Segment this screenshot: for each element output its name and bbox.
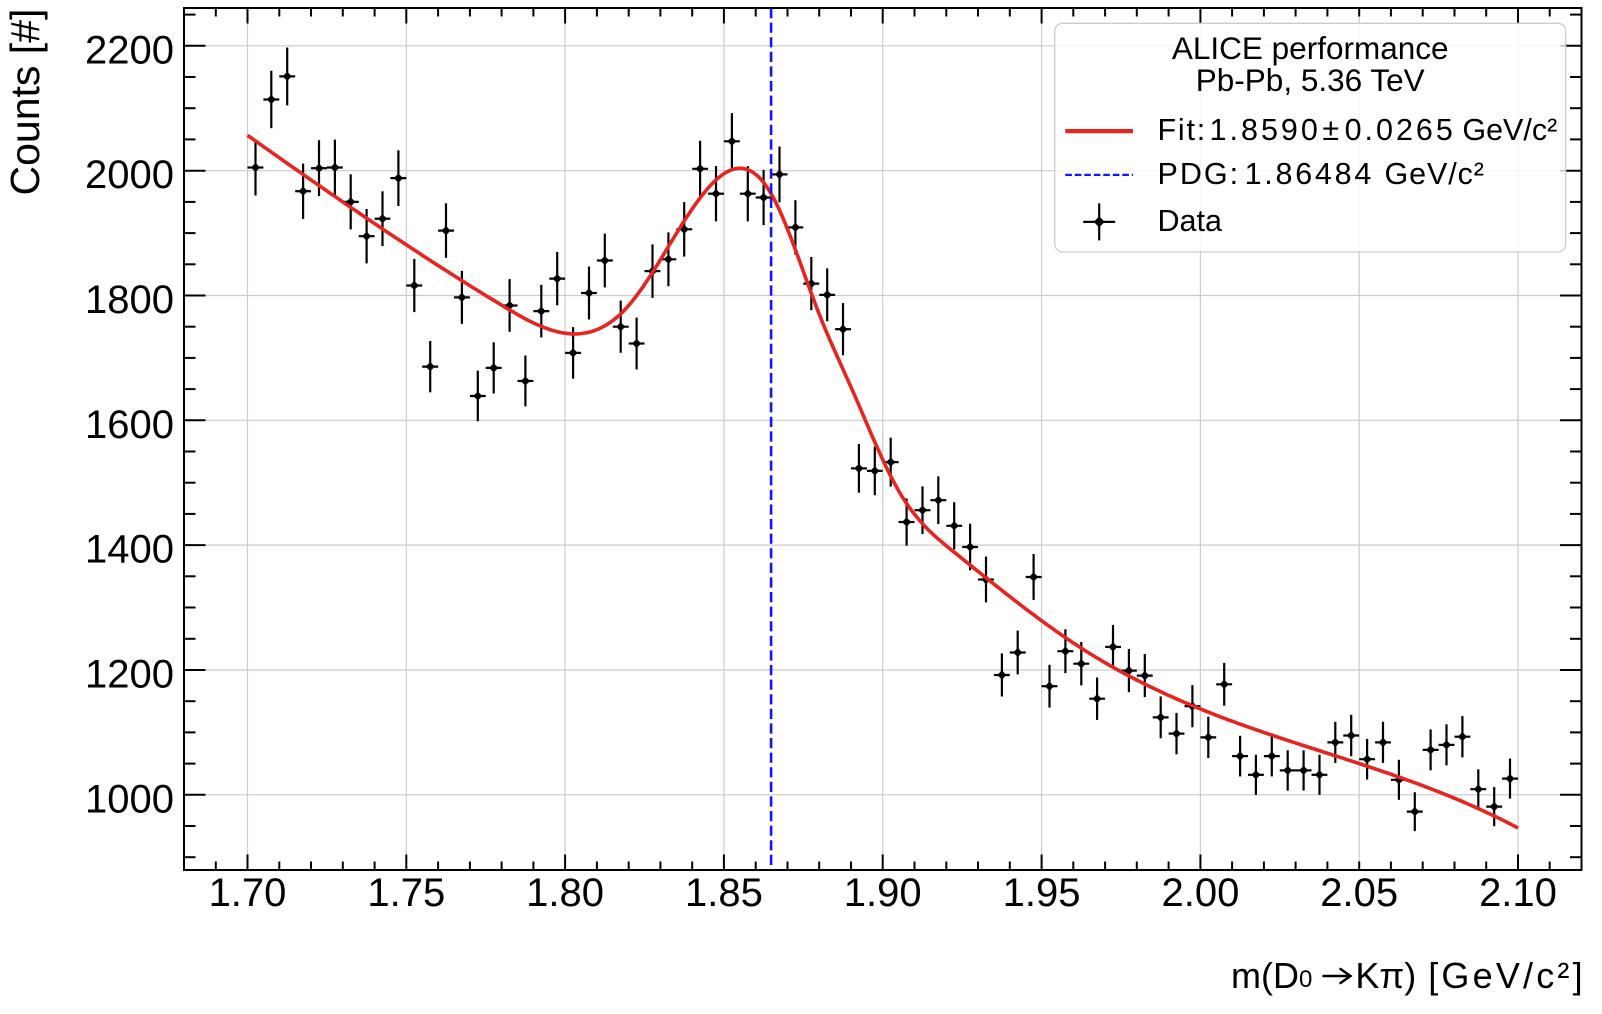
svg-text:Counts [#]: Counts [#]	[2, 9, 48, 196]
svg-text:1.75: 1.75	[367, 871, 445, 915]
svg-text:2200: 2200	[85, 28, 174, 72]
svg-text:1200: 1200	[85, 653, 174, 697]
svg-text:1.80: 1.80	[526, 871, 604, 915]
svg-text:PDG: 1.86484 GeV/c²: PDG: 1.86484 GeV/c²	[1158, 157, 1485, 191]
svg-text:Pb-Pb, 5.36 TeV: Pb-Pb, 5.36 TeV	[1196, 62, 1425, 98]
svg-text:2.10: 2.10	[1479, 871, 1557, 915]
svg-text:1400: 1400	[85, 528, 174, 572]
svg-text:1000: 1000	[85, 777, 174, 821]
svg-text:Data: Data	[1158, 204, 1222, 238]
svg-text:1.95: 1.95	[1003, 871, 1081, 915]
svg-text:2.00: 2.00	[1161, 871, 1239, 915]
svg-text:1.85: 1.85	[685, 871, 763, 915]
svg-text:2000: 2000	[85, 153, 174, 197]
svg-text:1.70: 1.70	[209, 871, 287, 915]
svg-text:1600: 1600	[85, 403, 174, 447]
svg-text:1800: 1800	[85, 278, 174, 322]
svg-text:2.05: 2.05	[1320, 871, 1398, 915]
svg-text:ALICE performance: ALICE performance	[1172, 30, 1449, 66]
svg-text:1.90: 1.90	[844, 871, 922, 915]
svg-text:Fit: 1.8590 ± 0.0265 GeV/c²: Fit: 1.8590 ± 0.0265 GeV/c²	[1158, 113, 1558, 147]
